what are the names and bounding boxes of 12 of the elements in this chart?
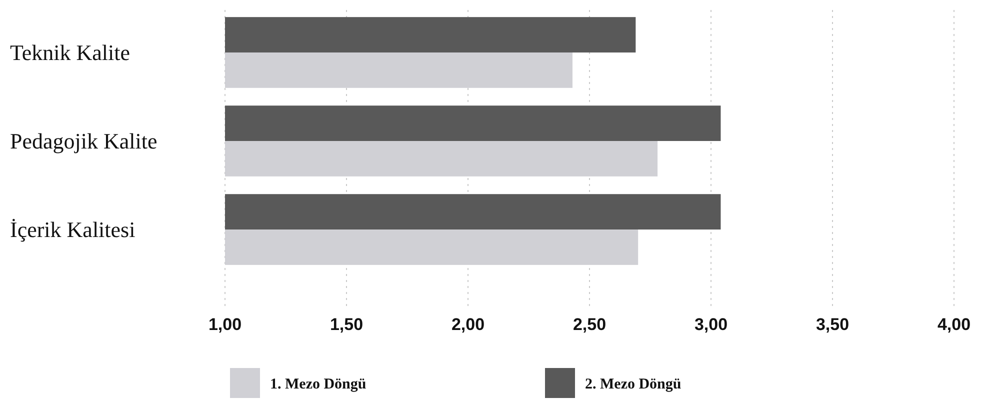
x-tick-label: 2,00 [451,315,485,334]
y-tick-label: Teknik Kalite [10,40,130,66]
x-tick-label: 3,00 [694,315,728,334]
y-tick-label: İçerik Kalitesi [10,217,136,242]
y-tick-label: Pedagojik Kalite [10,128,158,154]
legend-label: 2. Mezo Döngü [585,376,682,392]
x-tick-label: 1,00 [208,315,242,334]
x-tick-label: 3,50 [816,315,850,334]
x-tick-label: 2,50 [572,315,606,334]
x-tick-label: 4,00 [937,315,971,334]
legend-label: 1. Mezo Döngü [270,376,366,392]
x-tick-label: 1,50 [330,315,364,334]
